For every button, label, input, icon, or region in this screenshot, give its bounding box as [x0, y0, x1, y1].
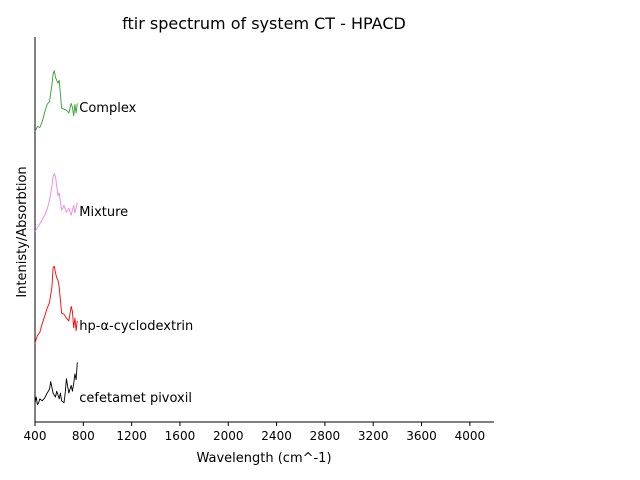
y-axis-label: Intenisty/Absorbtion — [15, 166, 30, 297]
x-axis: 400 800 1200 1600 2000 2400 2800 3200 3600 4000 — [24, 422, 486, 443]
x-tick-label: 4000 — [455, 429, 486, 443]
series-label: Mixture — [79, 205, 128, 220]
x-tick-label: 2000 — [213, 429, 244, 443]
series-line — [34, 173, 78, 232]
x-axis-label: Wavelength (cm^-1) — [196, 451, 331, 466]
x-tick-label: 1200 — [116, 429, 147, 443]
x-tick-label: 3600 — [406, 429, 437, 443]
chart-title: ftir spectrum of system CT - HPACD — [122, 14, 406, 33]
series-label: hp-α-cyclodextrin — [79, 319, 193, 334]
x-tick-label: 1600 — [165, 429, 196, 443]
series-group: Complex Mixture hp-α-cyclodextrin cefetamet… — [34, 70, 193, 406]
x-tick-label: 2800 — [310, 429, 341, 443]
plot-area — [34, 37, 494, 423]
series-label: Complex — [79, 101, 136, 116]
series-line — [34, 70, 78, 132]
series-line — [34, 362, 78, 406]
series-line — [34, 265, 78, 344]
x-tick-label: 2400 — [261, 429, 292, 443]
x-tick-label: 400 — [24, 429, 47, 443]
x-tick-label: 3200 — [358, 429, 389, 443]
x-tick-label: 800 — [72, 429, 95, 443]
series-label: cefetamet pivoxil — [79, 391, 192, 406]
